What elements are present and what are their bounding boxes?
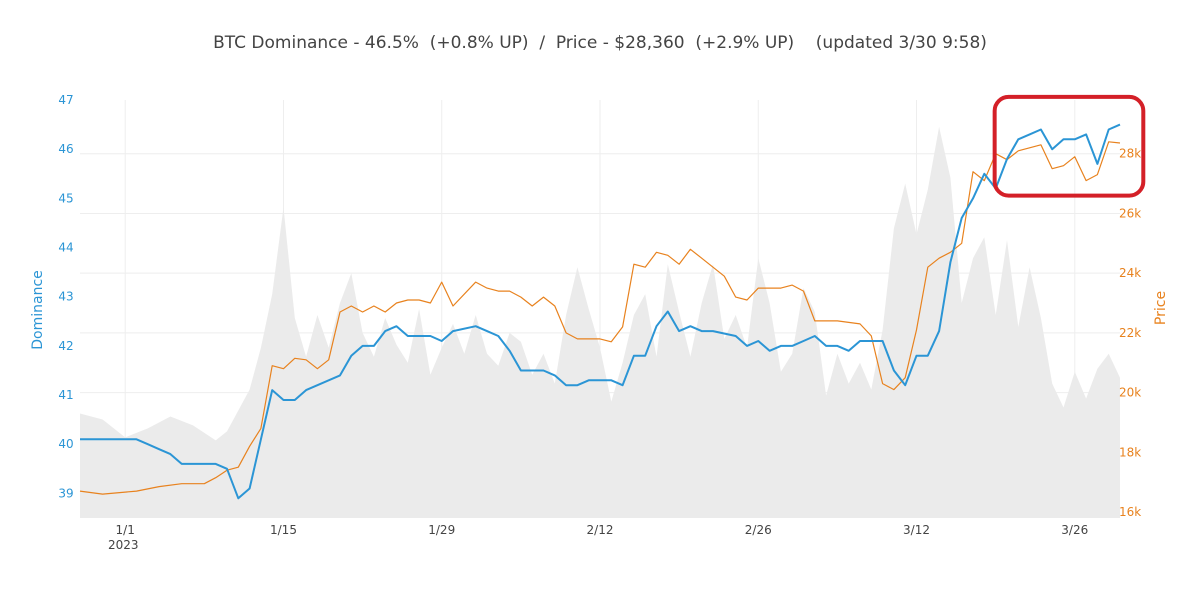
left-axis-tick-label: 43 (58, 290, 73, 304)
right-axis-tick-label: 22k (1119, 326, 1141, 340)
x-axis-tick-label: 2/12 (587, 523, 614, 537)
right-axis-tick-label: 18k (1119, 445, 1141, 459)
left-axis-tick-label: 46 (58, 142, 73, 156)
x-axis-tick-label: 3/26 (1061, 523, 1088, 537)
left-axis-tick-label: 44 (58, 241, 73, 255)
right-axis-tick-label: 20k (1119, 386, 1141, 400)
right-axis-tick-label: 28k (1119, 147, 1141, 161)
x-axis-tick-label: 1/29 (428, 523, 455, 537)
price-line-series (79, 141, 1121, 495)
highlight-box (992, 94, 1146, 198)
left-axis-tick-label: 40 (58, 437, 73, 451)
left-axis: 39 40 41 42 43 44 45 46 47 Dominance (30, 93, 74, 500)
chart-title: BTC Dominance - 46.5% (+0.8% UP) / Price… (213, 33, 987, 53)
right-axis: 16k 18k 20k 22k 24k 26k 28k Price (1119, 147, 1169, 519)
x-axis-tick-label: 1/1 (116, 523, 135, 537)
x-axis-tick-label: 1/15 (270, 523, 297, 537)
left-axis-tick-label: 47 (58, 93, 73, 107)
right-axis-tick-label: 26k (1119, 206, 1141, 220)
volume-area-series (80, 126, 1120, 519)
left-axis-tick-label: 41 (58, 388, 73, 402)
x-axis-tick-label: 2/26 (745, 523, 772, 537)
x-axis: 1/1 1/15 1/29 2/12 2/26 3/12 3/26 2023 (108, 523, 1088, 552)
left-axis-label: Dominance (30, 270, 46, 350)
x-axis-tick-label: 3/12 (903, 523, 930, 537)
right-axis-tick-label: 16k (1119, 505, 1141, 519)
left-axis-tick-label: 39 (58, 486, 73, 500)
right-axis-label: Price (1153, 291, 1169, 325)
left-axis-tick-label: 45 (58, 191, 73, 205)
dominance-line-series (80, 123, 1121, 500)
right-axis-tick-label: 24k (1119, 266, 1141, 280)
x-axis-year-label: 2023 (108, 538, 139, 552)
left-axis-tick-label: 42 (58, 339, 73, 353)
